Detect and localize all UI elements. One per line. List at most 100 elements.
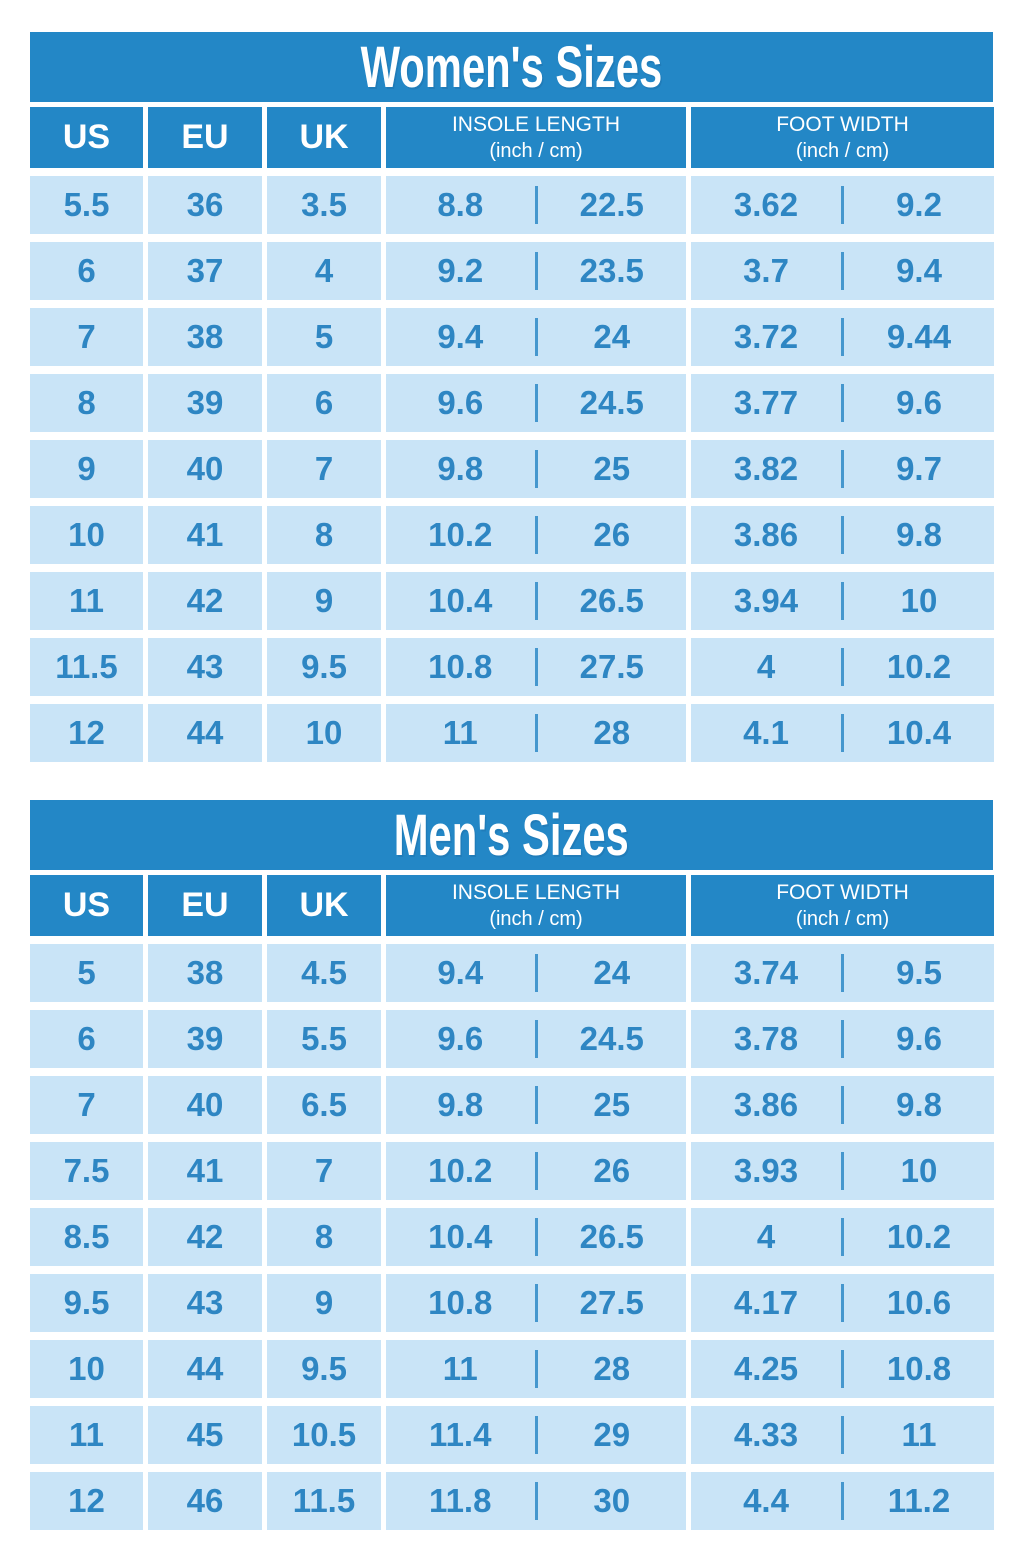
uk-size-cell: 5 — [267, 308, 381, 366]
column-header-insole-length: INSOLE LENGTH (inch / cm) — [386, 107, 686, 168]
table-row: 9 40 7 9.8 25 3.82 9.7 — [30, 440, 994, 498]
cell-divider — [841, 582, 844, 620]
us-size-cell: 8 — [30, 374, 143, 432]
insole-inch-value: 10.8 — [428, 1284, 493, 1321]
table-row: 5 38 4.5 9.4 24 3.74 9.5 — [30, 944, 994, 1002]
cell-divider — [841, 516, 844, 554]
mens-table-rows: 5 38 4.5 9.4 24 3.74 9.5 6 39 5.5 9.6 24… — [30, 944, 994, 1530]
cell-divider — [841, 384, 844, 422]
uk-size-cell: 10 — [267, 704, 381, 762]
eu-size-cell: 41 — [148, 1142, 262, 1200]
table-row: 7 40 6.5 9.8 25 3.86 9.8 — [30, 1076, 994, 1134]
cell-divider — [841, 1350, 844, 1388]
foot-width-cell: 3.74 9.5 — [691, 944, 994, 1002]
insole-length-cell: 8.8 22.5 — [386, 176, 686, 234]
insole-length-cell: 10.8 27.5 — [386, 1274, 686, 1332]
foot-width-cell: 3.86 9.8 — [691, 506, 994, 564]
column-header-us: US — [30, 107, 143, 168]
insole-inch-value: 9.6 — [437, 1020, 484, 1057]
us-size-cell: 10 — [30, 1340, 143, 1398]
insole-length-header-units: (inch / cm) — [489, 140, 583, 163]
uk-size-cell: 4 — [267, 242, 381, 300]
foot-width-cm-value: 9.7 — [896, 450, 942, 487]
foot-width-cell: 4.17 10.6 — [691, 1274, 994, 1332]
table-row: 10 41 8 10.2 26 3.86 9.8 — [30, 506, 994, 564]
cell-divider — [841, 1416, 844, 1454]
insole-inch-value: 9.2 — [437, 252, 484, 289]
cell-divider — [841, 450, 844, 488]
eu-size-cell: 43 — [148, 1274, 262, 1332]
insole-cm-value: 28 — [593, 1350, 631, 1387]
eu-size-cell: 37 — [148, 242, 262, 300]
cell-divider — [534, 1152, 538, 1190]
us-size-cell: 11.5 — [30, 638, 143, 696]
cell-divider — [534, 1086, 538, 1124]
foot-width-inch-value: 4 — [756, 648, 776, 685]
eu-size-cell: 40 — [148, 1076, 262, 1134]
foot-width-cell: 4.25 10.8 — [691, 1340, 994, 1398]
us-size-cell: 10 — [30, 506, 143, 564]
eu-size-cell: 39 — [148, 1010, 262, 1068]
insole-length-header-label: INSOLE LENGTH — [451, 880, 621, 904]
insole-cm-value: 26 — [593, 1152, 631, 1189]
us-size-cell: 11 — [30, 1406, 143, 1464]
foot-width-cell: 3.82 9.7 — [691, 440, 994, 498]
insole-length-cell: 11.4 29 — [386, 1406, 686, 1464]
cell-divider — [841, 714, 844, 752]
column-header-eu: EU — [148, 875, 262, 936]
insole-length-cell: 11 28 — [386, 704, 686, 762]
uk-size-cell: 3.5 — [267, 176, 381, 234]
foot-width-inch-value: 3.77 — [733, 384, 799, 421]
foot-width-inch-value: 3.94 — [733, 582, 799, 619]
insole-cm-value: 24.5 — [579, 1020, 644, 1057]
us-size-cell: 5 — [30, 944, 143, 1002]
mens-table-title: Men's Sizes — [393, 802, 630, 868]
insole-length-cell: 9.6 24.5 — [386, 1010, 686, 1068]
uk-size-cell: 11.5 — [267, 1472, 381, 1530]
foot-width-cm-value: 10.2 — [886, 648, 952, 685]
cell-divider — [841, 954, 844, 992]
foot-width-inch-value: 3.72 — [733, 318, 799, 355]
insole-cm-value: 24 — [593, 954, 631, 991]
insole-inch-value: 9.4 — [437, 954, 484, 991]
insole-cm-value: 27.5 — [579, 1284, 644, 1321]
foot-width-inch-value: 3.86 — [733, 1086, 799, 1123]
insole-length-cell: 10.2 26 — [386, 1142, 686, 1200]
us-size-cell: 12 — [30, 1472, 143, 1530]
us-size-cell: 12 — [30, 704, 143, 762]
cell-divider — [534, 1482, 538, 1520]
us-size-cell: 7 — [30, 308, 143, 366]
cell-divider — [841, 1086, 844, 1124]
foot-width-cell: 3.77 9.6 — [691, 374, 994, 432]
womens-title-banner: Women's Sizes — [30, 32, 993, 102]
foot-width-cm-value: 9.6 — [896, 384, 942, 421]
column-header-foot-width: FOOT WIDTH (inch / cm) — [691, 107, 994, 168]
foot-width-cm-value: 10.2 — [886, 1218, 952, 1255]
insole-inch-value: 11.8 — [429, 1482, 492, 1519]
uk-size-cell: 10.5 — [267, 1406, 381, 1464]
foot-width-cell: 4 10.2 — [691, 1208, 994, 1266]
insole-cm-value: 23.5 — [579, 252, 644, 289]
insole-inch-value: 10.2 — [428, 516, 493, 553]
insole-inch-value: 8.8 — [437, 186, 484, 223]
foot-width-cell: 3.94 10 — [691, 572, 994, 630]
eu-size-cell: 38 — [148, 944, 262, 1002]
foot-width-inch-value: 4.17 — [733, 1284, 799, 1321]
table-row: 11 42 9 10.4 26.5 3.94 10 — [30, 572, 994, 630]
foot-width-inch-value: 3.82 — [733, 450, 799, 487]
uk-size-cell: 9.5 — [267, 638, 381, 696]
insole-cm-value: 26 — [593, 516, 631, 553]
cell-divider — [534, 450, 538, 488]
foot-width-cm-value: 10 — [900, 582, 938, 619]
foot-width-cell: 3.93 10 — [691, 1142, 994, 1200]
table-row: 7 38 5 9.4 24 3.72 9.44 — [30, 308, 994, 366]
cell-divider — [534, 1284, 538, 1322]
uk-size-cell: 9.5 — [267, 1340, 381, 1398]
foot-width-cm-value: 9.4 — [896, 252, 942, 289]
foot-width-inch-value: 3.86 — [733, 516, 799, 553]
foot-width-inch-value: 4.25 — [733, 1350, 799, 1387]
womens-column-header-row: US EU UK INSOLE LENGTH (inch / cm) FOOT … — [30, 107, 994, 168]
uk-size-cell: 7 — [267, 1142, 381, 1200]
cell-divider — [534, 1416, 538, 1454]
insole-length-cell: 10.8 27.5 — [386, 638, 686, 696]
